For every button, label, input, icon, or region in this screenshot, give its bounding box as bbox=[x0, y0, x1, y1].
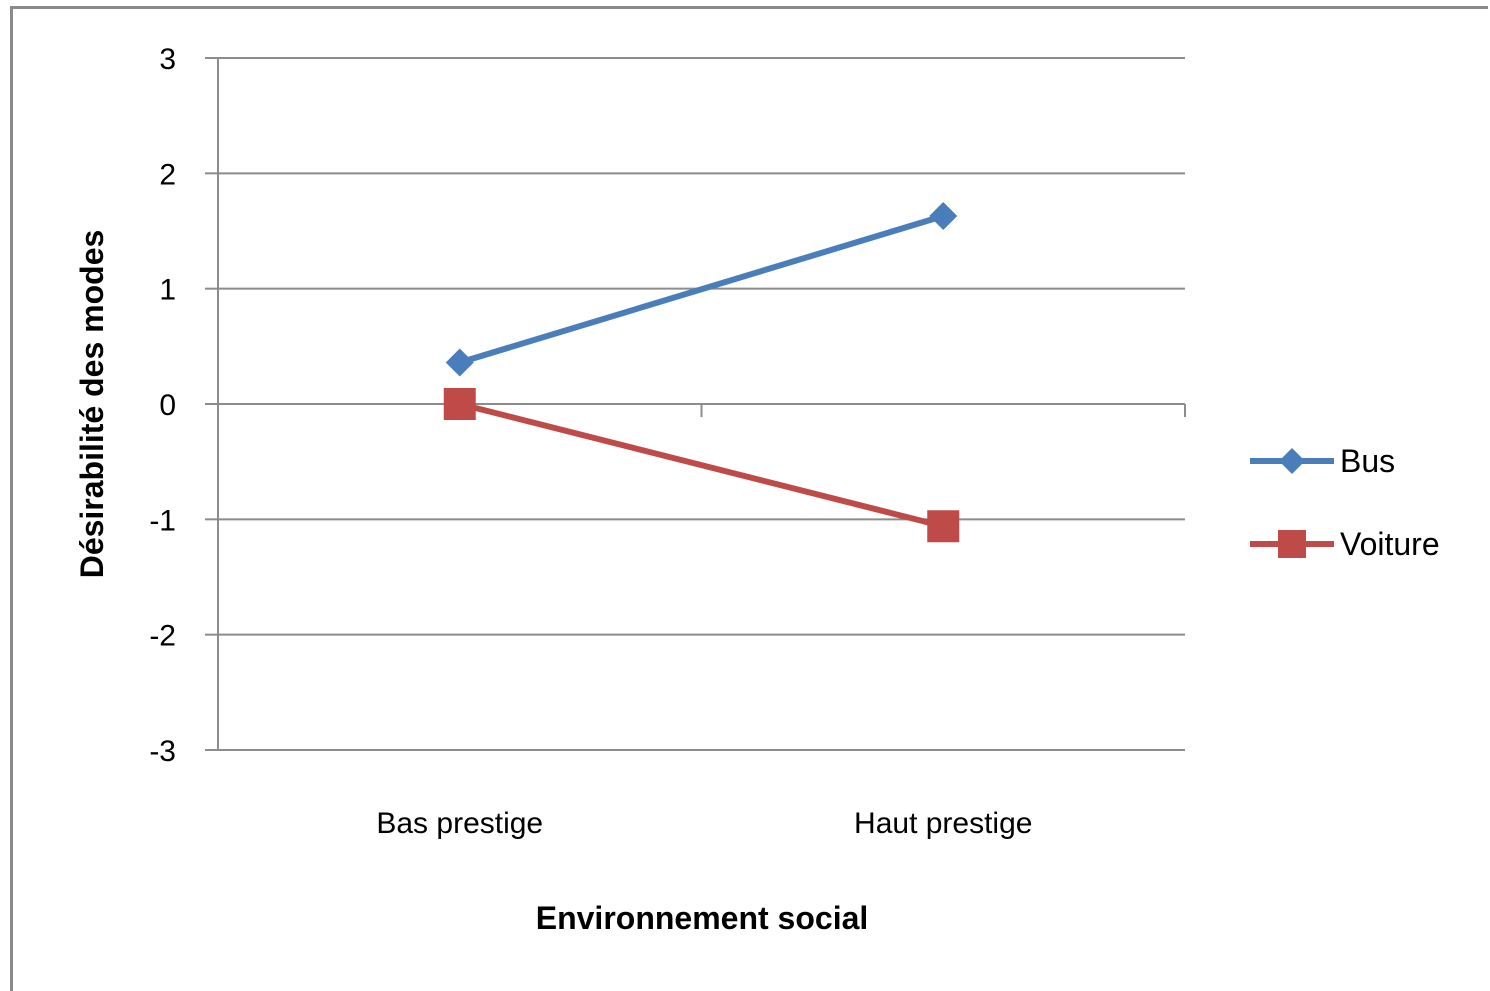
chart-frame bbox=[10, 6, 1488, 991]
y-tick-label: -3 bbox=[149, 735, 176, 768]
y-tick-label: 0 bbox=[159, 389, 176, 422]
y-tick-label: 3 bbox=[159, 43, 176, 76]
legend: Bus Voiture bbox=[1250, 443, 1440, 562]
x-axis-title: Environnement social bbox=[536, 900, 869, 936]
legend-label-voiture: Voiture bbox=[1340, 526, 1440, 562]
series-line-bus bbox=[458, 213, 945, 366]
data-point-bus bbox=[445, 348, 474, 377]
axes bbox=[205, 57, 1186, 751]
x-tick-label: Haut prestige bbox=[854, 807, 1032, 840]
y-axis-title: Désirabilité des modes bbox=[74, 230, 110, 579]
legend-label-bus: Bus bbox=[1340, 443, 1395, 479]
y-tick-label: 2 bbox=[159, 158, 176, 191]
data-point-voiture bbox=[443, 388, 476, 420]
legend-marker-voiture bbox=[1278, 530, 1306, 558]
y-tick-label: -2 bbox=[149, 620, 176, 653]
y-tick-labels: 3 2 1 0 -1 -2 -3 bbox=[149, 43, 176, 768]
data-point-bus bbox=[929, 202, 958, 231]
x-tick-label: Bas prestige bbox=[376, 807, 543, 840]
y-tick-label: 1 bbox=[159, 274, 176, 307]
series-line-voiture bbox=[459, 401, 944, 530]
legend-marker-bus bbox=[1279, 448, 1305, 474]
data-point-voiture bbox=[927, 510, 960, 543]
y-tick-label: -1 bbox=[149, 504, 176, 537]
x-tick-labels: Bas prestige Haut prestige bbox=[376, 807, 1032, 840]
series-layer bbox=[443, 202, 960, 543]
